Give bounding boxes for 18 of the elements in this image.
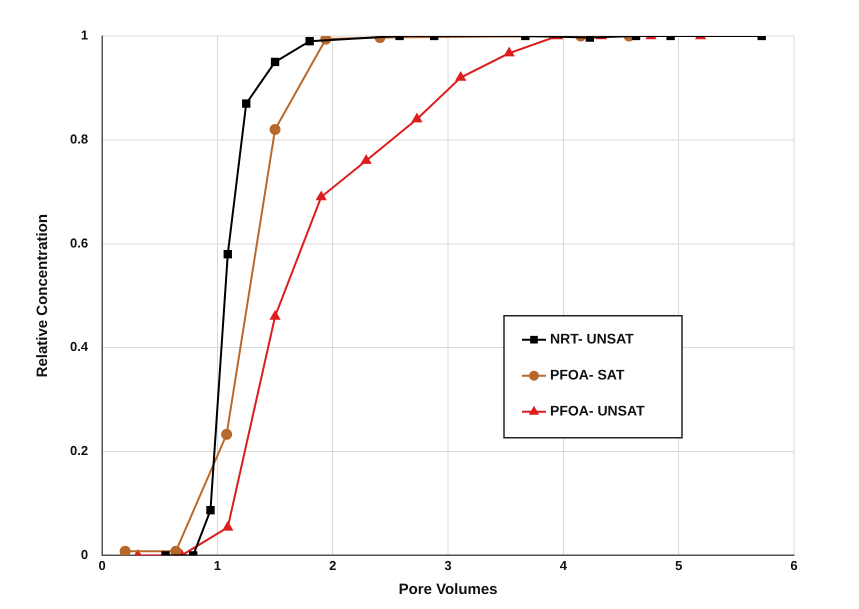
y-tick-label: 0.2 [70,443,88,458]
y-tick-label: 0.4 [70,339,89,354]
legend-label: PFOA- SAT [550,366,625,383]
x-tick-label: 6 [790,558,798,573]
x-axis-title: Pore Volumes [398,581,498,598]
y-tick-label: 1 [80,28,88,43]
y-tick-label: 0.6 [70,235,88,250]
x-tick-label: 3 [444,558,452,573]
y-tick-label: 0 [80,546,88,562]
legend-label: NRT- UNSAT [550,330,634,347]
x-tick-label: 2 [329,558,336,573]
x-tick-label: 5 [675,558,682,573]
y-tick-label: 0.8 [70,131,88,146]
x-tick-label: 0 [98,558,106,573]
x-tick-label: 4 [560,558,568,573]
legend-label: PFOA- UNSAT [550,402,646,419]
y-axis-title: Relative Concentration [34,214,52,378]
x-tick-label: 1 [214,558,222,573]
